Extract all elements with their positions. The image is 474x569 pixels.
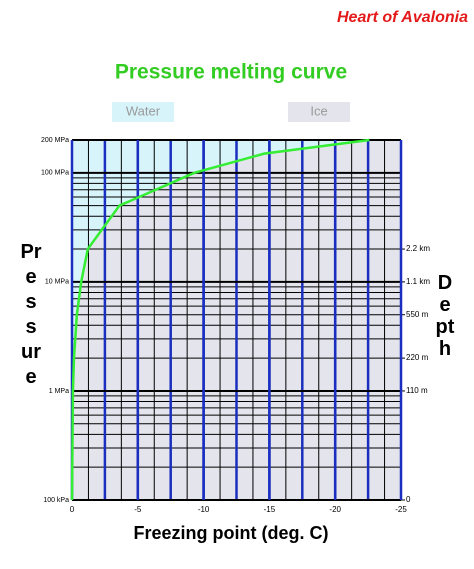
- legend-label: Water: [126, 103, 161, 118]
- chart-title: Pressure melting curve: [115, 61, 347, 84]
- y2-tick-label: 220 m: [406, 353, 429, 362]
- curve: [70, 138, 370, 501]
- x-tick-label: -5: [134, 505, 142, 514]
- x-tick-label: -10: [198, 505, 210, 514]
- y2-tick-label: 110 m: [406, 386, 428, 395]
- y-tick-label: 10 MPa: [45, 279, 69, 286]
- y-tick-label: 200 MPa: [41, 137, 69, 144]
- water-region: [72, 140, 370, 500]
- y2-tick-label: 1.1 km: [406, 277, 430, 286]
- legend-label: Ice: [310, 103, 327, 118]
- y-tick-label: 100 kPa: [43, 497, 69, 504]
- x-tick-label: -25: [395, 505, 407, 514]
- x-axis-label: Freezing point (deg. C): [134, 523, 329, 543]
- y2-axis-label: Depth: [435, 272, 455, 360]
- y2-tick-label: 0: [406, 495, 411, 504]
- y2-tick-label: 2.2 km: [406, 244, 430, 253]
- x-tick-label: -20: [329, 505, 341, 514]
- legend-swatch: [288, 102, 350, 122]
- brand: Heart of Avalonia: [337, 9, 468, 26]
- y-axis-label: Pressure: [20, 241, 42, 388]
- y-tick-label: 100 MPa: [41, 170, 69, 177]
- y-tick-label: 1 MPa: [49, 388, 69, 395]
- legend-swatch: [112, 102, 174, 122]
- y2-tick-label: 550 m: [406, 310, 429, 319]
- x-tick-label: -15: [264, 505, 276, 514]
- x-tick-label: 0: [70, 505, 75, 514]
